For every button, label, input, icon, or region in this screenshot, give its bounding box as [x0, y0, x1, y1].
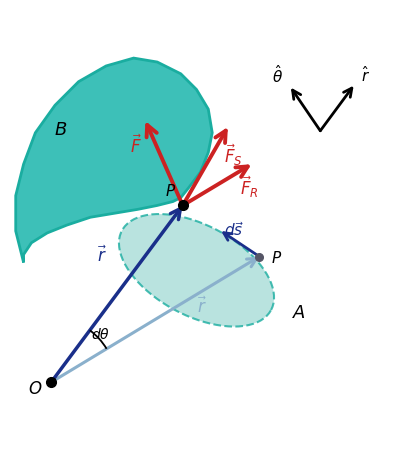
Polygon shape: [16, 59, 212, 263]
Text: $\vec{F}_S$: $\vec{F}_S$: [224, 142, 243, 168]
Text: $P$: $P$: [272, 249, 283, 265]
Text: $\vec{r}$: $\vec{r}$: [97, 245, 107, 265]
Text: $\hat{\theta}$: $\hat{\theta}$: [272, 64, 283, 86]
Text: $\vec{F}_R$: $\vec{F}_R$: [240, 174, 259, 199]
Text: $\vec{F}$: $\vec{F}$: [130, 134, 141, 156]
Text: $B$: $B$: [54, 120, 68, 138]
Text: $A$: $A$: [292, 303, 306, 321]
Text: $P$: $P$: [165, 182, 176, 198]
Text: $d\vec{s}$: $d\vec{s}$: [224, 220, 244, 238]
Text: $\hat{r}$: $\hat{r}$: [361, 65, 370, 85]
Text: $O$: $O$: [28, 379, 42, 397]
Text: $\vec{r}$: $\vec{r}$: [197, 296, 208, 316]
Polygon shape: [119, 214, 274, 327]
Text: $d\theta$: $d\theta$: [91, 326, 110, 341]
